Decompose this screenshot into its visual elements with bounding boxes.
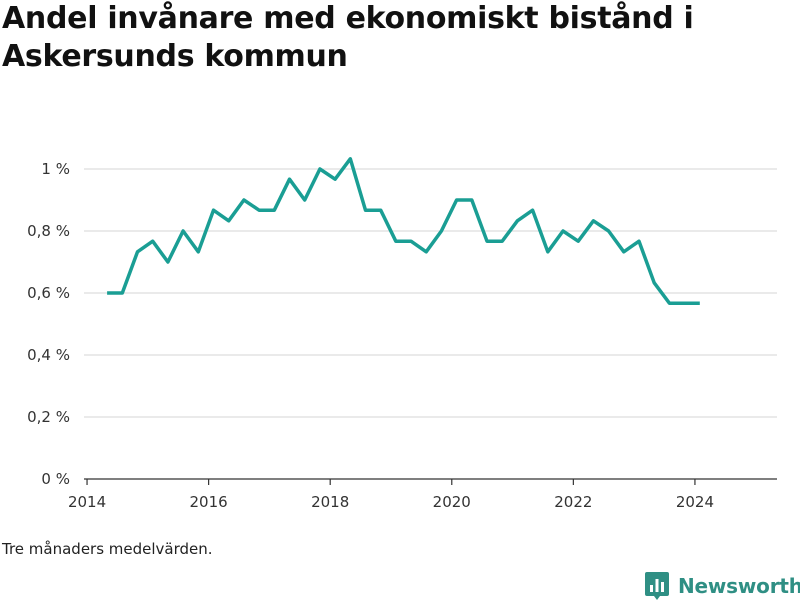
gridlines bbox=[84, 169, 777, 417]
x-tick-label: 2016 bbox=[190, 493, 228, 511]
footnote: Tre månaders medelvärden. bbox=[2, 540, 213, 558]
y-axis-tick-labels: 0 % 0,2 % 0,4 % 0,6 % 0,8 % 1 % bbox=[27, 160, 70, 488]
bar-chart-logo-icon bbox=[644, 570, 670, 602]
x-tick-label: 2020 bbox=[433, 493, 471, 511]
y-tick-label: 1 % bbox=[41, 160, 70, 178]
brand-logo[interactable]: Newsworthy bbox=[644, 569, 800, 603]
y-tick-label: 0 % bbox=[41, 470, 70, 488]
x-tick-label: 2024 bbox=[676, 493, 714, 511]
x-tick-label: 2022 bbox=[554, 493, 592, 511]
y-tick-label: 0,8 % bbox=[27, 222, 70, 240]
y-tick-label: 0,4 % bbox=[27, 346, 70, 364]
x-axis-ticks: 2014 2016 2018 2020 2022 2024 bbox=[68, 479, 714, 511]
y-tick-label: 0,6 % bbox=[27, 284, 70, 302]
y-tick-label: 0,2 % bbox=[27, 408, 70, 426]
x-tick-label: 2014 bbox=[68, 493, 106, 511]
brand-name: Newsworthy bbox=[678, 574, 800, 598]
x-tick-label: 2018 bbox=[311, 493, 349, 511]
